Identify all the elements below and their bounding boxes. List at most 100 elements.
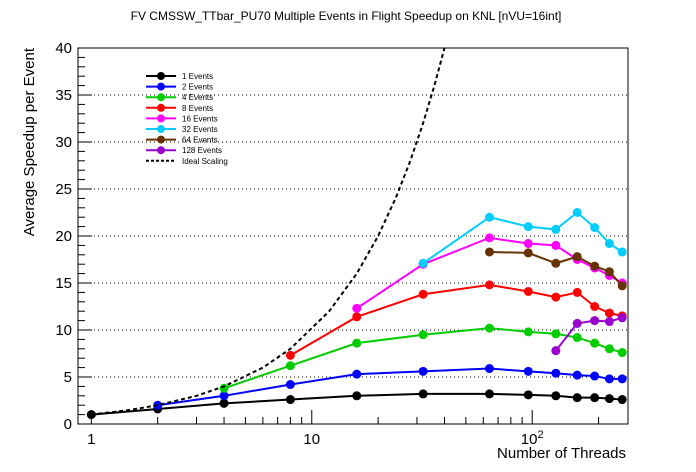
- data-point: [551, 391, 561, 401]
- legend-entry: 4 Events: [146, 93, 213, 102]
- legend-entry: 1 Events: [146, 72, 213, 81]
- data-point: [523, 286, 533, 296]
- data-point: [484, 247, 494, 257]
- data-point: [285, 350, 295, 360]
- data-point: [617, 313, 627, 323]
- y-tick-label: 15: [55, 275, 72, 292]
- y-tick-label: 35: [55, 87, 72, 104]
- data-point: [590, 338, 600, 348]
- data-point: [285, 380, 295, 390]
- data-point: [551, 224, 561, 234]
- data-point: [604, 317, 614, 327]
- y-tick-label: 5: [64, 369, 72, 386]
- data-point: [590, 316, 600, 326]
- data-point: [572, 252, 582, 262]
- data-point: [572, 287, 582, 297]
- legend-label: 2 Events: [182, 83, 213, 92]
- data-point: [523, 248, 533, 258]
- data-point: [523, 390, 533, 400]
- data-point: [604, 239, 614, 249]
- series-1-events: [86, 389, 627, 420]
- legend-entry: 8 Events: [146, 103, 213, 113]
- y-tick-label: 20: [55, 228, 72, 245]
- data-point: [590, 223, 600, 233]
- data-point: [484, 323, 494, 333]
- data-point: [551, 346, 561, 356]
- series-2-events: [153, 364, 627, 410]
- legend-entry: Ideal Scaling: [146, 157, 228, 166]
- x-tick-label: 10: [303, 431, 320, 448]
- data-point: [572, 318, 582, 328]
- data-point: [590, 371, 600, 381]
- legend-label: Ideal Scaling: [182, 157, 228, 166]
- data-point: [551, 292, 561, 302]
- y-tick-label: 10: [55, 322, 72, 339]
- series-layer: [86, 47, 627, 420]
- legend-label: 128 Events: [182, 146, 222, 155]
- series-32-events: [418, 208, 627, 268]
- data-point: [617, 281, 627, 291]
- legend-label: 4 Events: [182, 93, 213, 102]
- series-8-events: [285, 280, 627, 360]
- x-tick-label: 1: [87, 431, 95, 448]
- legend-entry: 16 Events: [146, 114, 218, 123]
- legend-entry: 128 Events: [146, 146, 222, 155]
- data-point: [219, 398, 229, 408]
- data-point: [617, 374, 627, 384]
- data-point: [484, 364, 494, 374]
- y-tick-label: 0: [64, 416, 72, 433]
- data-point: [604, 308, 614, 318]
- data-point: [523, 222, 533, 232]
- y-axis-title: Average Speedup per Event: [21, 47, 38, 236]
- legend-marker: [157, 125, 165, 133]
- series-64-events: [484, 247, 627, 291]
- data-point: [572, 370, 582, 380]
- data-point: [617, 348, 627, 358]
- data-point: [604, 267, 614, 277]
- legend-marker: [157, 82, 165, 91]
- series-4-events: [219, 323, 627, 393]
- data-point: [523, 327, 533, 337]
- data-point: [285, 395, 295, 405]
- data-point: [572, 333, 582, 343]
- data-point: [352, 312, 362, 322]
- x-axis-title: Number of Threads: [497, 445, 626, 462]
- legend-label: 8 Events: [182, 104, 213, 113]
- data-point: [590, 302, 600, 311]
- data-point: [352, 369, 362, 379]
- data-point: [551, 329, 561, 339]
- legend-label: 1 Events: [182, 72, 213, 81]
- data-point: [418, 258, 428, 268]
- data-point: [523, 366, 533, 376]
- data-point: [551, 368, 561, 378]
- legend-marker: [157, 146, 165, 155]
- legend-label: 32 Events: [182, 125, 218, 134]
- data-point: [418, 366, 428, 376]
- series-line: [422, 211, 623, 265]
- y-tick-label: 30: [55, 134, 72, 151]
- legend-label: 64 Events: [182, 136, 218, 145]
- legend-marker: [157, 72, 165, 80]
- data-point: [418, 330, 428, 340]
- data-point: [590, 261, 600, 271]
- data-point: [484, 233, 494, 243]
- y-tick-label: 25: [55, 181, 72, 198]
- data-point: [219, 391, 229, 401]
- series-16-events: [352, 233, 627, 313]
- y-tick-label: 40: [55, 40, 72, 57]
- data-point: [572, 208, 582, 217]
- data-point: [523, 239, 533, 249]
- data-point: [590, 393, 600, 403]
- legend-entry: 64 Events: [146, 135, 218, 145]
- chart-title: FV CMSSW_TTbar_PU70 Multiple Events in F…: [131, 9, 562, 23]
- data-point: [219, 383, 229, 393]
- data-point: [285, 361, 295, 371]
- data-point: [604, 394, 614, 404]
- legend-marker: [157, 93, 165, 102]
- data-point: [352, 303, 362, 313]
- data-point: [418, 389, 428, 399]
- legend-marker: [157, 103, 165, 112]
- data-point: [484, 389, 494, 399]
